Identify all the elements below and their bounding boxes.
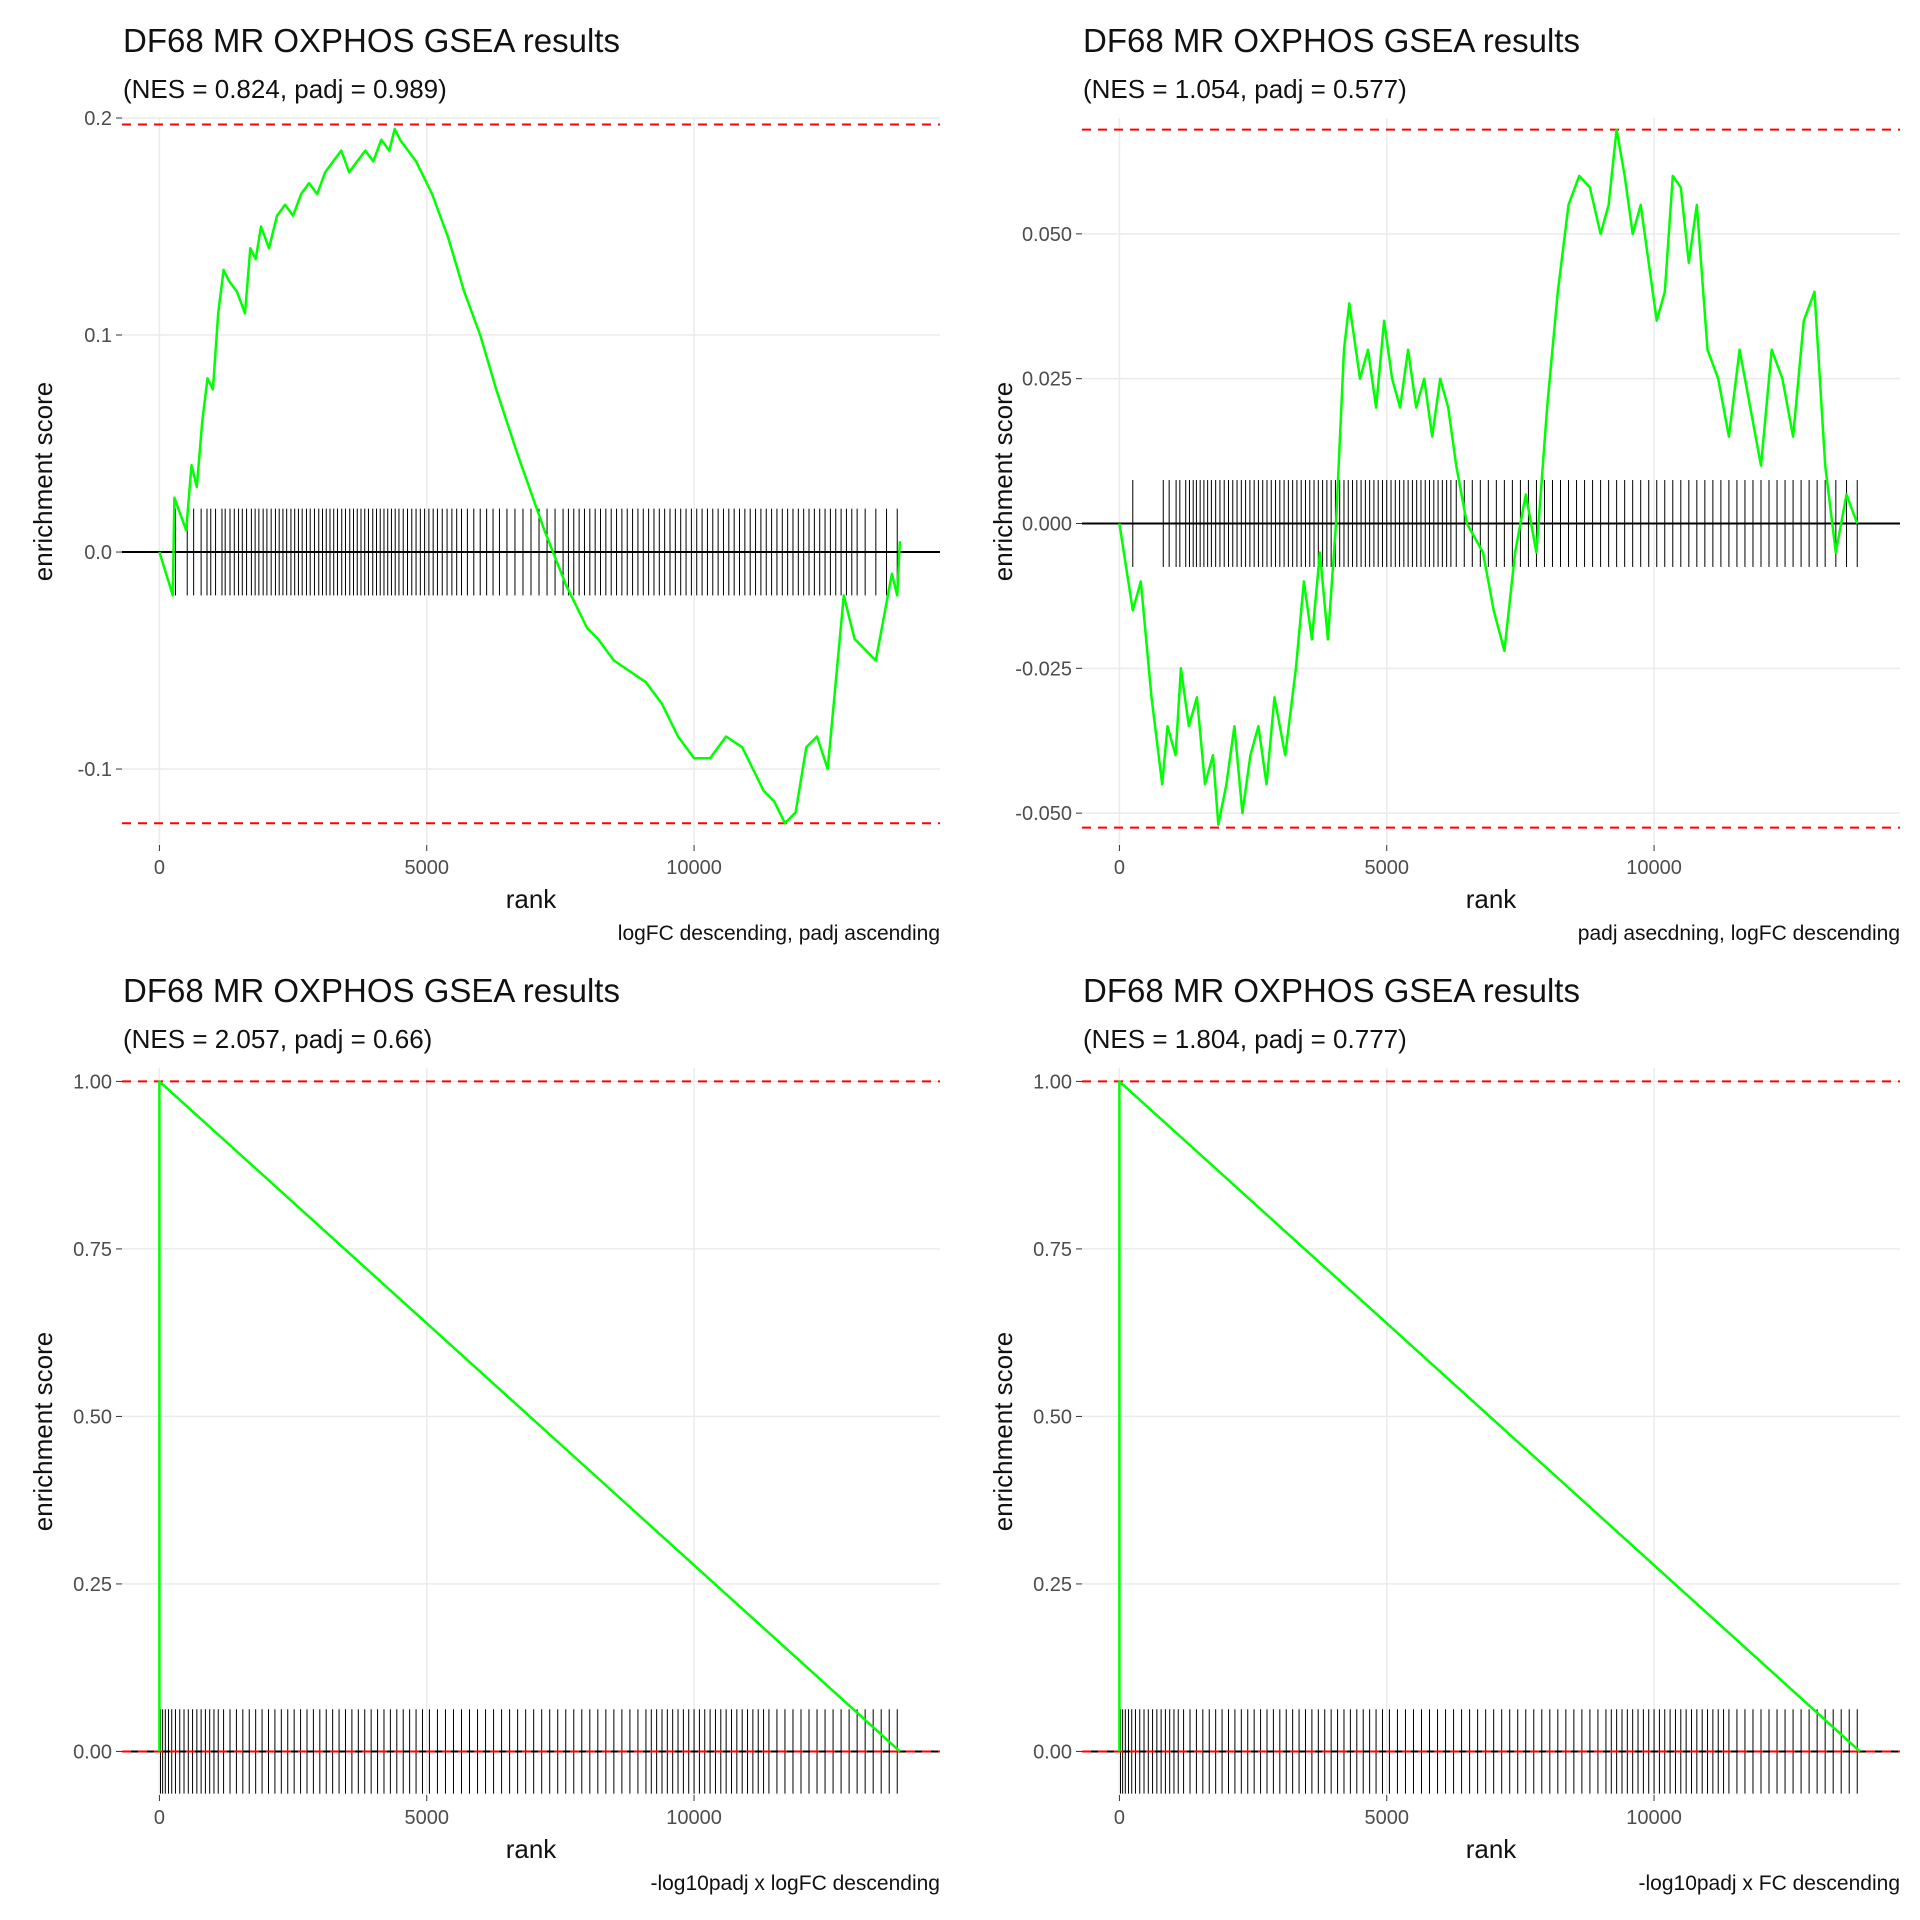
chart-title: DF68 MR OXPHOS GSEA results [1083,22,1580,59]
y-tick-label: -0.050 [1015,803,1072,825]
chart-title: DF68 MR OXPHOS GSEA results [123,22,620,59]
x-tick-label: 0 [154,1807,165,1829]
y-tick-label: 0.00 [1033,1741,1072,1763]
x-axis-label: rank [506,1834,558,1864]
plot-area: 0.00 0.25 0.50 0.75 1.00 0 5000 10000 rank enrich… [28,1068,940,1864]
y-tick-label: 0.1 [84,325,112,347]
enrichment-curve [1118,1080,1861,1753]
y-tick-label: 0.025 [1022,369,1072,391]
chart-title: DF68 MR OXPHOS GSEA results [1083,972,1580,1009]
x-tick-label: 10000 [1626,857,1682,879]
y-tick-label: 0.75 [1033,1239,1072,1261]
y-tick-label: 0.50 [1033,1406,1072,1428]
y-tick-label: 0.0 [84,542,112,564]
y-tick-label: 0.2 [84,108,112,130]
chart-title: DF68 MR OXPHOS GSEA results [123,972,620,1009]
x-tick-label: 5000 [404,857,449,879]
y-axis-label: enrichment score [28,382,58,581]
y-tick-label: 0.00 [73,1741,112,1763]
x-axis-label: rank [1466,1834,1518,1864]
chart-panel-4: DF68 MR OXPHOS GSEA results (NES = 1.804… [960,950,1920,1900]
y-tick-label: 1.00 [73,1071,112,1093]
chart-subtitle: (NES = 2.057, padj = 0.66) [123,1024,433,1054]
y-tick-label: 0.50 [73,1406,112,1428]
y-tick-label: 1.00 [1033,1071,1072,1093]
enrichment-curve [158,127,902,825]
chart-subtitle: (NES = 1.054, padj = 0.577) [1083,74,1407,104]
y-tick-label: 0.75 [73,1239,112,1261]
y-tick-label: -0.025 [1015,658,1072,680]
chart-panel-1: DF68 MR OXPHOS GSEA results (NES = 0.824… [0,0,960,950]
chart-panel-2: DF68 MR OXPHOS GSEA results (NES = 1.054… [960,0,1920,950]
plot-area: -0.1 0.0 0.1 0.2 0 5000 10000 rank enrichment sc… [28,108,940,914]
chart-caption: padj asecdning, logFC descending [1577,922,1900,945]
chart-caption: -log10padj x logFC descending [650,1872,940,1895]
y-tick-label: 0.25 [1033,1574,1072,1596]
y-tick-label: 0.25 [73,1574,112,1596]
x-tick-label: 5000 [1364,857,1409,879]
chart-caption: logFC descending, padj ascending [617,922,940,945]
x-tick-label: 10000 [1626,1807,1682,1829]
x-tick-label: 10000 [666,1807,722,1829]
x-axis-label: rank [506,884,558,914]
enrichment-curve [1118,128,1859,826]
x-axis-label: rank [1466,884,1518,914]
chart-subtitle: (NES = 1.804, padj = 0.777) [1083,1024,1407,1054]
y-tick-label: 0.000 [1022,513,1072,535]
plot-area: -0.050 -0.025 0.000 0.025 0.050 0 5000 10000 ran… [988,118,1900,914]
y-tick-label: 0.050 [1022,224,1072,246]
x-tick-label: 10000 [666,857,722,879]
x-tick-label: 5000 [1364,1807,1409,1829]
x-tick-label: 0 [1114,857,1125,879]
y-axis-label: enrichment score [988,1332,1018,1531]
x-tick-label: 0 [1114,1807,1125,1829]
chart-subtitle: (NES = 0.824, padj = 0.989) [123,74,447,104]
y-axis-label: enrichment score [28,1332,58,1531]
y-axis-label: enrichment score [988,382,1018,581]
chart-caption: -log10padj x FC descending [1638,1872,1901,1895]
y-tick-label: -0.1 [78,759,112,781]
x-tick-label: 0 [154,857,165,879]
enrichment-curve [158,1080,901,1753]
chart-panel-3: DF68 MR OXPHOS GSEA results (NES = 2.057… [0,950,960,1900]
x-tick-label: 5000 [404,1807,449,1829]
plot-area: 0.00 0.25 0.50 0.75 1.00 0 5000 10000 rank enrich… [988,1068,1900,1864]
